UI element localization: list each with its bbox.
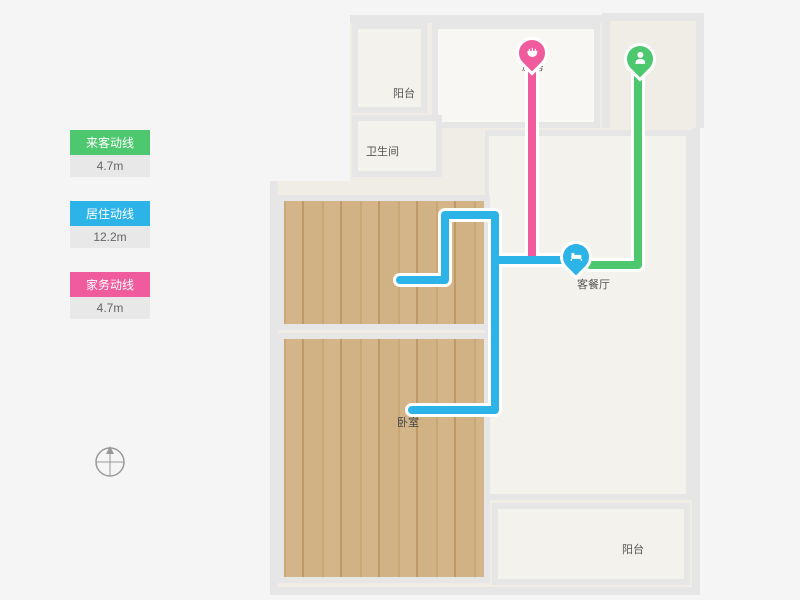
legend-label: 家务动线: [70, 272, 150, 297]
room-label: 阳台: [393, 85, 415, 101]
room-label: 卧室: [397, 273, 419, 289]
marker-kitchen: [516, 37, 548, 77]
legend-value: 4.7m: [70, 297, 150, 319]
room-label: 卫生间: [366, 143, 399, 159]
room-label: 卧室: [397, 414, 419, 430]
bed-icon: [569, 249, 583, 266]
room-balcony-bottom: 阳台: [492, 503, 690, 585]
legend-label: 来客动线: [70, 130, 150, 155]
marker-entry: [624, 43, 656, 83]
legend: 来客动线 4.7m 居住动线 12.2m 家务动线 4.7m: [70, 130, 150, 343]
legend-value: 12.2m: [70, 226, 150, 248]
marker-living: [560, 241, 592, 281]
bowl-icon: [525, 45, 539, 62]
compass-icon: [90, 440, 130, 480]
legend-item-guest: 来客动线 4.7m: [70, 130, 150, 177]
room-label: 阳台: [622, 541, 644, 557]
legend-label: 居住动线: [70, 201, 150, 226]
legend-item-house: 家务动线 4.7m: [70, 272, 150, 319]
person-icon: [633, 51, 647, 68]
room-bedroom-1: 卧室: [278, 195, 490, 330]
room-bedroom-2: 卧室: [278, 333, 490, 583]
legend-item-living: 居住动线 12.2m: [70, 201, 150, 248]
legend-value: 4.7m: [70, 155, 150, 177]
floor-plan: 阳台 厨房 卫生间 客餐厅 卧室 卧室 阳台: [270, 15, 700, 595]
room-living: 客餐厅: [485, 130, 692, 500]
room-balcony-top: 阳台: [352, 23, 427, 113]
room-bathroom: 卫生间: [352, 115, 442, 177]
cutout-top-left: [268, 13, 350, 181]
